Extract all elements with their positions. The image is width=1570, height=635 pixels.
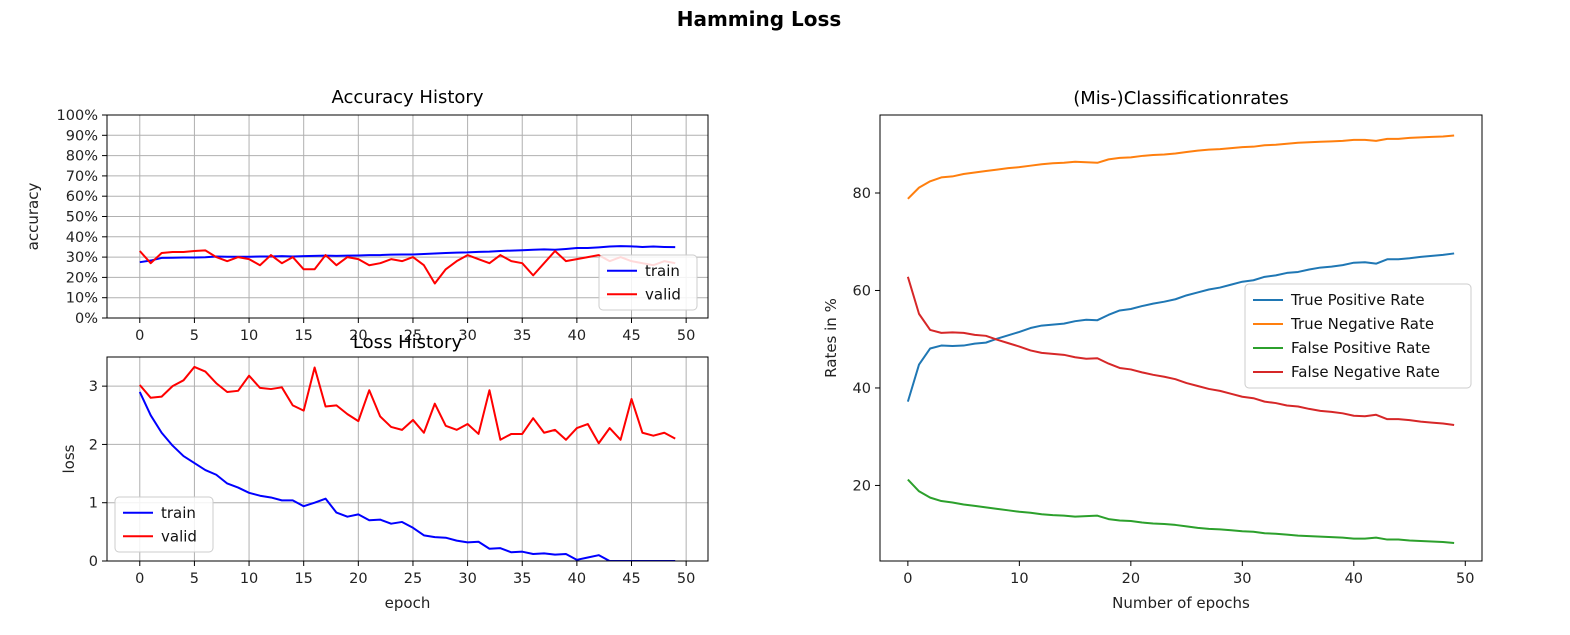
plot-title: Loss History [353, 332, 463, 353]
x-tick-label: 40 [568, 328, 586, 344]
classification-rates-plot: 0 10 20 30 40 50 20 40 60 80 (Mis-)Classificationr… [822, 88, 1483, 612]
legend: train valid [114, 496, 214, 553]
x-tick-label: 50 [677, 328, 695, 344]
x-tick-label: 45 [622, 571, 640, 587]
y-tick-label: 60 [853, 283, 871, 299]
legend-label: train [645, 262, 680, 280]
axes-frame [106, 356, 709, 562]
legend: train valid [598, 254, 698, 311]
y-tick-label: 30% [66, 250, 98, 266]
series-line-train [139, 245, 676, 264]
legend-box [114, 496, 214, 553]
x-tick-label: 0 [135, 571, 144, 587]
x-tick-label: 30 [458, 571, 476, 587]
y-tick-label: 0% [75, 311, 98, 327]
x-tick-label: 50 [1456, 571, 1474, 587]
x-tick-label: 10 [1010, 571, 1028, 587]
x-tick-label: 5 [190, 571, 199, 587]
figure-title: Hamming Loss [677, 7, 842, 31]
x-tick-label: 40 [568, 571, 586, 587]
x-tick-label: 10 [240, 328, 258, 344]
axes-frame [879, 114, 1483, 562]
y-tick-label: 20 [853, 478, 871, 494]
x-tick-label: 30 [1233, 571, 1251, 587]
y-tick-label: 3 [89, 379, 98, 395]
y-tick-label: 100% [57, 108, 98, 124]
x-tick-label: 0 [135, 328, 144, 344]
x-tick-label: 35 [513, 571, 531, 587]
legend-label: True Negative Rate [1290, 315, 1434, 333]
series-line-false-positive-rate [907, 478, 1455, 544]
y-axis-label: loss [60, 444, 78, 473]
legend-label: True Positive Rate [1290, 291, 1425, 309]
y-axis-label: Rates in % [822, 298, 840, 378]
legend: True Positive Rate True Negative Rate Fals… [1244, 283, 1472, 389]
x-tick-label: 15 [294, 328, 312, 344]
y-tick-label: 10% [66, 291, 98, 307]
plot-title: Accuracy History [332, 87, 484, 108]
legend-box [1244, 283, 1472, 389]
y-tick-label: 70% [66, 169, 98, 185]
series-line-valid [139, 249, 676, 285]
x-tick-label: 40 [1345, 571, 1363, 587]
series-line-train [138, 391, 676, 561]
plot-title: (Mis-)Classificationrates [1073, 88, 1289, 109]
y-tick-label: 2 [89, 437, 98, 453]
series-line-false-negative-rate [906, 276, 1455, 427]
x-tick-label: 30 [458, 328, 476, 344]
x-tick-label: 20 [1122, 571, 1140, 587]
y-tick-label: 50% [66, 210, 98, 226]
y-tick-label: 20% [66, 270, 98, 286]
x-tick-label: 20 [349, 571, 367, 587]
y-tick-label: 40% [66, 230, 98, 246]
legend-label: valid [645, 285, 681, 303]
x-tick-label: 0 [903, 571, 912, 587]
series-line-true-positive-rate [906, 252, 1455, 402]
x-tick-label: 25 [404, 328, 422, 344]
x-tick-label: 50 [677, 571, 695, 587]
x-tick-label: 25 [404, 571, 422, 587]
y-tick-label: 90% [66, 128, 98, 144]
y-tick-label: 80% [66, 149, 98, 165]
accuracy-history-plot: 0 5 10 15 20 25 30 35 40 45 50 0% 10% 20% 30% 40% 50% 60%… [24, 87, 709, 344]
x-tick-label: 15 [294, 571, 312, 587]
y-axis-label: accuracy [24, 183, 42, 251]
legend-box [598, 254, 698, 311]
legend-label: False Negative Rate [1291, 363, 1440, 381]
y-tick-label: 80 [853, 186, 871, 202]
y-tick-label: 40 [853, 381, 871, 397]
series-line-true-negative-rate [907, 134, 1455, 200]
x-tick-label: 35 [513, 328, 531, 344]
x-axis-label: Number of epochs [1112, 594, 1250, 612]
legend-label: train [161, 504, 196, 522]
y-tick-label: 1 [89, 496, 98, 512]
x-tick-label: 10 [240, 571, 258, 587]
y-tick-label: 0 [89, 554, 98, 570]
x-axis-label: epoch [385, 594, 431, 612]
series-line-valid [139, 365, 676, 445]
x-tick-label: 20 [349, 328, 367, 344]
x-tick-label: 5 [190, 328, 199, 344]
legend-label: False Positive Rate [1291, 339, 1430, 357]
legend-label: valid [161, 527, 197, 545]
loss-history-plot: 0 5 10 15 20 25 30 35 40 45 50 0 1 2 3 Loss History epoc… [60, 332, 709, 612]
x-tick-label: 45 [622, 328, 640, 344]
y-tick-label: 60% [66, 189, 98, 205]
